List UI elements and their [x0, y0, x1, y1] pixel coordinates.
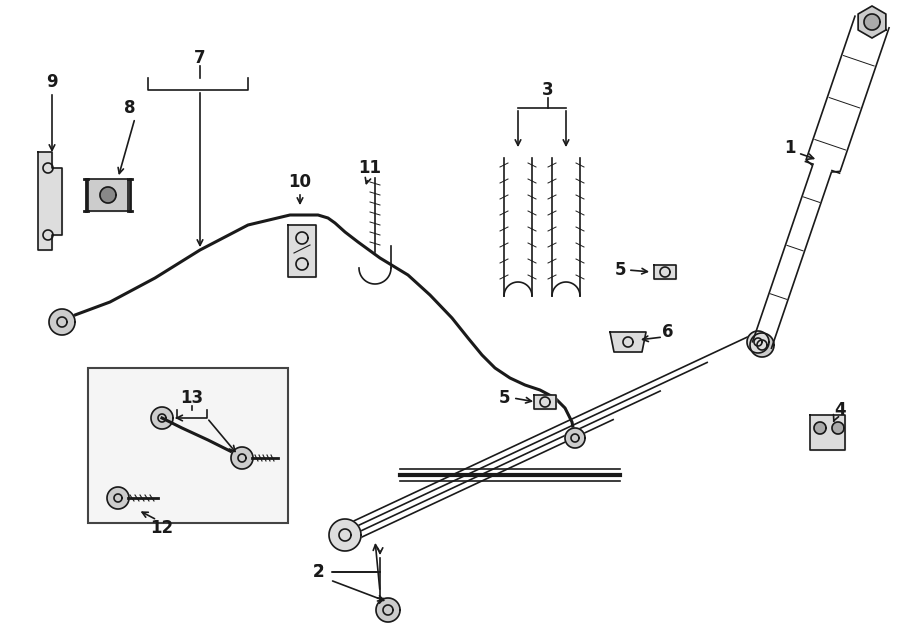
Text: 3: 3	[542, 81, 554, 99]
Polygon shape	[329, 519, 361, 551]
Polygon shape	[288, 225, 316, 277]
Polygon shape	[534, 395, 556, 409]
Text: 4: 4	[834, 401, 846, 419]
Polygon shape	[107, 487, 129, 509]
Polygon shape	[376, 598, 400, 622]
Text: 10: 10	[289, 173, 311, 191]
Polygon shape	[832, 422, 844, 434]
Text: 12: 12	[150, 519, 174, 537]
Polygon shape	[623, 337, 633, 347]
Text: 1: 1	[784, 139, 796, 157]
Polygon shape	[858, 6, 886, 38]
Text: 7: 7	[194, 49, 206, 67]
Polygon shape	[565, 428, 585, 448]
Text: 8: 8	[124, 99, 136, 117]
Polygon shape	[49, 309, 75, 335]
Text: 2: 2	[312, 563, 324, 581]
Polygon shape	[660, 267, 670, 277]
Polygon shape	[654, 265, 676, 279]
Polygon shape	[231, 447, 253, 469]
Polygon shape	[100, 187, 116, 203]
Polygon shape	[757, 340, 767, 350]
Polygon shape	[151, 407, 173, 429]
Polygon shape	[810, 415, 845, 450]
Text: 11: 11	[358, 159, 382, 177]
Polygon shape	[747, 331, 769, 353]
Polygon shape	[864, 14, 880, 30]
Polygon shape	[38, 152, 62, 250]
Polygon shape	[750, 333, 774, 357]
Polygon shape	[814, 422, 826, 434]
Text: 9: 9	[46, 73, 58, 91]
Text: 5: 5	[500, 389, 511, 407]
Bar	[88, 368, 288, 523]
Text: 13: 13	[180, 389, 203, 407]
Polygon shape	[540, 397, 550, 407]
Polygon shape	[610, 332, 646, 352]
Text: 5: 5	[614, 261, 626, 279]
Text: 2: 2	[312, 563, 324, 581]
Polygon shape	[88, 179, 128, 211]
Text: 6: 6	[662, 323, 674, 341]
